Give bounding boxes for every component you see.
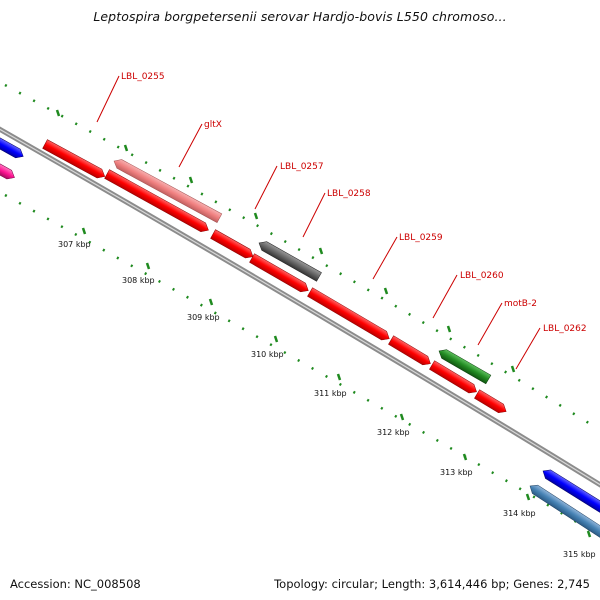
gene-arrow-lbl-0260[interactable] [388, 335, 433, 368]
leader-line [302, 192, 326, 238]
gene-label-lbl-0259[interactable]: LBL_0259 [399, 233, 443, 243]
gene-arrow-lbl-0255[interactable] [42, 139, 108, 181]
gene-arrow-gltx[interactable] [112, 157, 223, 223]
leader-line [515, 327, 541, 370]
inner-dotted-ring [4, 193, 591, 532]
gene-labels: LBL_0255 gltX LBL_0257 LBL_0258 LBL_0259… [96, 72, 587, 370]
leader-line [372, 236, 398, 280]
backbone [0, 126, 600, 488]
gene-arrow-steelblue-right[interactable] [527, 482, 600, 540]
gene-arrow-lbl-0258[interactable] [257, 239, 322, 282]
outer-major-ticks [55, 109, 516, 373]
tick-label: 312 kbp [377, 428, 410, 437]
tick-label: 310 kbp [251, 350, 284, 359]
gene-arrow-motb-2[interactable] [437, 347, 492, 385]
leader-line [178, 123, 203, 168]
inner-strand-genes [104, 169, 508, 416]
edge-genes [0, 133, 600, 540]
tick-label: 313 kbp [440, 468, 473, 477]
tick-label: 309 kbp [187, 313, 220, 322]
leader-line [254, 165, 278, 210]
gene-arrow-lbl-0261[interactable] [429, 360, 479, 396]
leader-line [96, 75, 120, 123]
gene-arrow-lbl-0256[interactable] [104, 169, 211, 235]
gene-arrow-blue-right[interactable] [540, 467, 600, 518]
gene-arrow-lbl-0258b[interactable] [249, 253, 311, 295]
scale-labels: 307 kbp 308 kbp 309 kbp 310 kbp 311 kbp … [58, 240, 596, 559]
gene-arrow-blue-left[interactable] [0, 133, 26, 161]
gene-label-lbl-0260[interactable]: LBL_0260 [460, 271, 504, 281]
forward-strand-genes [42, 139, 492, 385]
tick-label: 314 kbp [503, 509, 536, 518]
gene-arrow-lbl-0259[interactable] [307, 287, 391, 343]
gene-label-motb-2[interactable]: motB-2 [504, 299, 537, 309]
gene-arrow-lbl-0257[interactable] [210, 229, 256, 261]
accession-text: Accession: NC_008508 [10, 577, 141, 591]
gene-label-lbl-0255[interactable]: LBL_0255 [121, 72, 165, 82]
tick-label: 311 kbp [314, 389, 347, 398]
gene-label-lbl-0262[interactable]: LBL_0262 [543, 324, 587, 334]
gene-label-lbl-0258[interactable]: LBL_0258 [327, 189, 371, 199]
map-title: Leptospira borgpetersenii serovar Hardjo… [93, 9, 507, 24]
leader-line [477, 302, 503, 346]
summary-text: Topology: circular; Length: 3,614,446 bp… [274, 577, 590, 591]
gene-arrow-lbl-0262[interactable] [474, 389, 508, 416]
gene-label-lbl-0257[interactable]: LBL_0257 [280, 162, 324, 172]
inner-major-ticks [81, 227, 592, 538]
tick-label: 308 kbp [122, 276, 155, 285]
leader-line [432, 274, 458, 319]
outer-dotted-ring [4, 83, 600, 432]
tick-label: 307 kbp [58, 240, 91, 249]
tick-label: 315 kbp [563, 550, 596, 559]
gene-label-gltx[interactable]: gltX [204, 120, 222, 130]
gene-arrow-magenta-left[interactable] [0, 159, 17, 182]
